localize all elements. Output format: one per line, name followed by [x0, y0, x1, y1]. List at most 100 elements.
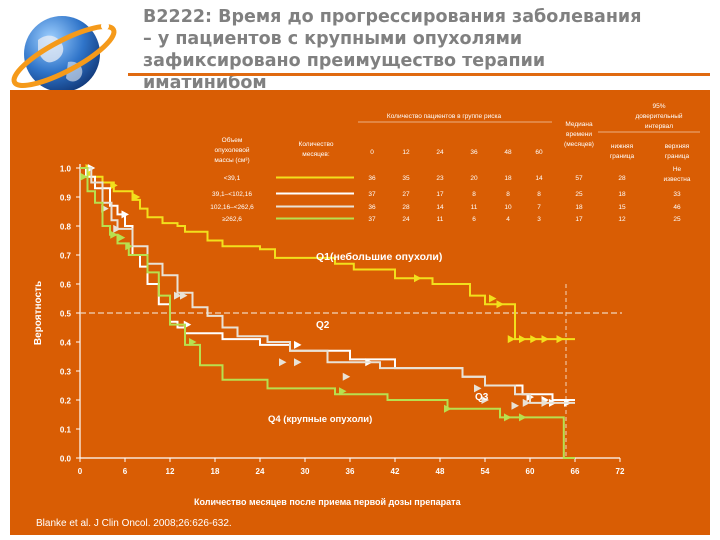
x-tick-label: 6: [123, 467, 128, 476]
title-divider: [128, 73, 710, 76]
table-row-count: 24: [402, 216, 410, 223]
y-tick-label: 0.6: [60, 281, 72, 290]
censor-marker-q3: [481, 396, 489, 404]
table-row-count: 8: [537, 191, 541, 198]
table-col-volume: Объем: [222, 136, 243, 144]
x-tick-label: 12: [166, 467, 175, 476]
x-tick-label: 36: [346, 467, 355, 476]
censor-marker-q1: [556, 335, 564, 344]
censor-marker-q1: [414, 274, 422, 283]
censor-marker-q3: [180, 291, 188, 300]
table-month-header: 48: [504, 149, 512, 156]
censor-marker-q4: [110, 230, 118, 239]
slide-title-line-2: – у пациентов с крупными опухолями: [143, 29, 523, 49]
table-row-count: 14: [535, 175, 543, 182]
table-month-header: 24: [436, 149, 444, 156]
censor-marker-q3: [294, 358, 302, 367]
table-col-months: месяцев:: [302, 151, 330, 158]
y-tick-label: 0.1: [60, 426, 72, 435]
globe-logo: [11, 16, 117, 92]
censor-marker-q3: [522, 398, 531, 407]
series-line-q2: [80, 167, 575, 401]
x-tick-label: 42: [391, 467, 400, 476]
censor-marker-q4: [80, 172, 88, 181]
x-tick-label: 72: [616, 467, 625, 476]
censor-marker-q1: [541, 335, 549, 344]
table-header-group: Количество пациентов в группе риска: [387, 113, 502, 120]
censor-marker-q1: [489, 294, 497, 303]
table-row-count: 36: [368, 204, 376, 211]
table-col-ci-upper: граница: [665, 153, 690, 160]
table-row-volume: 102,16–<262,6: [210, 204, 254, 211]
table-row-count: 18: [504, 175, 512, 182]
censor-marker-q4: [504, 413, 512, 422]
table-row-count: 11: [471, 204, 478, 211]
table-col-median: времени: [566, 131, 592, 138]
table-row-count: 35: [402, 175, 410, 182]
table-col-median: Медиана: [565, 121, 593, 128]
y-tick-label: 0.9: [60, 194, 72, 203]
table-row-ci-lower: 12: [618, 216, 626, 223]
censor-marker-q2: [294, 340, 302, 349]
censor-marker-q1: [519, 335, 527, 344]
table-row-count: 14: [436, 204, 444, 211]
y-tick-label: 0.7: [60, 252, 72, 261]
table-month-header: 12: [402, 149, 410, 156]
chart-panel: 0.0 0.1 0.2 0.3 0.4 0.5 0.6 0.7 0.8 0.9 1.0 0 6 12 18 2…: [10, 90, 710, 535]
table-row-count: 23: [436, 175, 444, 182]
table-row-median: 18: [575, 204, 583, 211]
x-tick-label: 18: [211, 467, 220, 476]
citation: Blanke et al. J Clin Oncol. 2008;26:626-…: [36, 518, 232, 529]
table-col-ci: 95%: [652, 103, 665, 110]
table-row-volume: <39,1: [224, 175, 241, 182]
table-col-ci-lower: граница: [610, 153, 635, 160]
table-row-count: 8: [506, 191, 510, 198]
x-tick-label: 60: [526, 467, 535, 476]
censor-marker-q4: [189, 338, 197, 346]
y-tick-label: 0.2: [60, 397, 72, 406]
slide-title-line-4: иматинибом: [143, 73, 267, 93]
table-row-count: 11: [437, 216, 444, 223]
series-label-q2: Q2: [316, 320, 330, 331]
table-row-ci-upper: 46: [673, 204, 681, 211]
x-tick-label: 24: [256, 467, 265, 476]
censor-marker-q3: [541, 398, 549, 407]
table-col-ci: интервал: [645, 123, 673, 130]
x-tick-label: 66: [571, 467, 580, 476]
series-line-q1: [80, 167, 575, 341]
table-col-median: (месяцев): [564, 141, 594, 148]
table-row-ci-lower: 28: [618, 175, 626, 182]
table-row-count: 37: [368, 216, 376, 223]
table-row-count: 37: [368, 191, 376, 198]
y-tick-label: 0.5: [60, 310, 72, 319]
table-row-ci-upper: известна: [663, 176, 690, 183]
table-row-count: 3: [537, 216, 541, 223]
x-tick-label: 48: [436, 467, 445, 476]
censor-marker-q4: [444, 404, 452, 413]
table-row-ci-lower: 15: [618, 204, 626, 211]
censor-marker-q1: [132, 193, 141, 201]
slide-title-line-1: B2222: Время до прогрессирования заболев…: [143, 7, 642, 27]
table-row-ci-lower: 18: [618, 191, 626, 198]
orbit-ring-icon: [11, 24, 117, 88]
series-line-q3: [80, 167, 575, 404]
censor-marker-q1: [110, 181, 118, 190]
table-row-median: 57: [575, 175, 583, 182]
series-line-q4: [80, 167, 575, 459]
censor-marker-q3: [474, 384, 482, 393]
y-tick-label: 0.4: [60, 339, 72, 348]
table-row-ci-upper: Не: [673, 166, 682, 173]
table-row-count: 7: [537, 204, 541, 211]
table-col-ci-lower: нижняя: [611, 143, 634, 150]
censor-marker-q3: [113, 224, 121, 233]
table-row-volume: 39,1–<102,16: [212, 191, 252, 198]
censor-marker-q1: [496, 300, 504, 309]
table-month-header: 60: [535, 149, 543, 156]
table-row-count: 28: [402, 204, 410, 211]
table-row-volume: ≥262,6: [222, 216, 242, 223]
y-tick-label: 0.0: [60, 455, 72, 464]
censor-marker-q3: [279, 358, 287, 367]
km-chart: 0.0 0.1 0.2 0.3 0.4 0.5 0.6 0.7 0.8 0.9 1.0 0 6 12 18 2…: [33, 103, 700, 507]
star-icon: [101, 22, 109, 30]
table-row-count: 27: [402, 191, 410, 198]
